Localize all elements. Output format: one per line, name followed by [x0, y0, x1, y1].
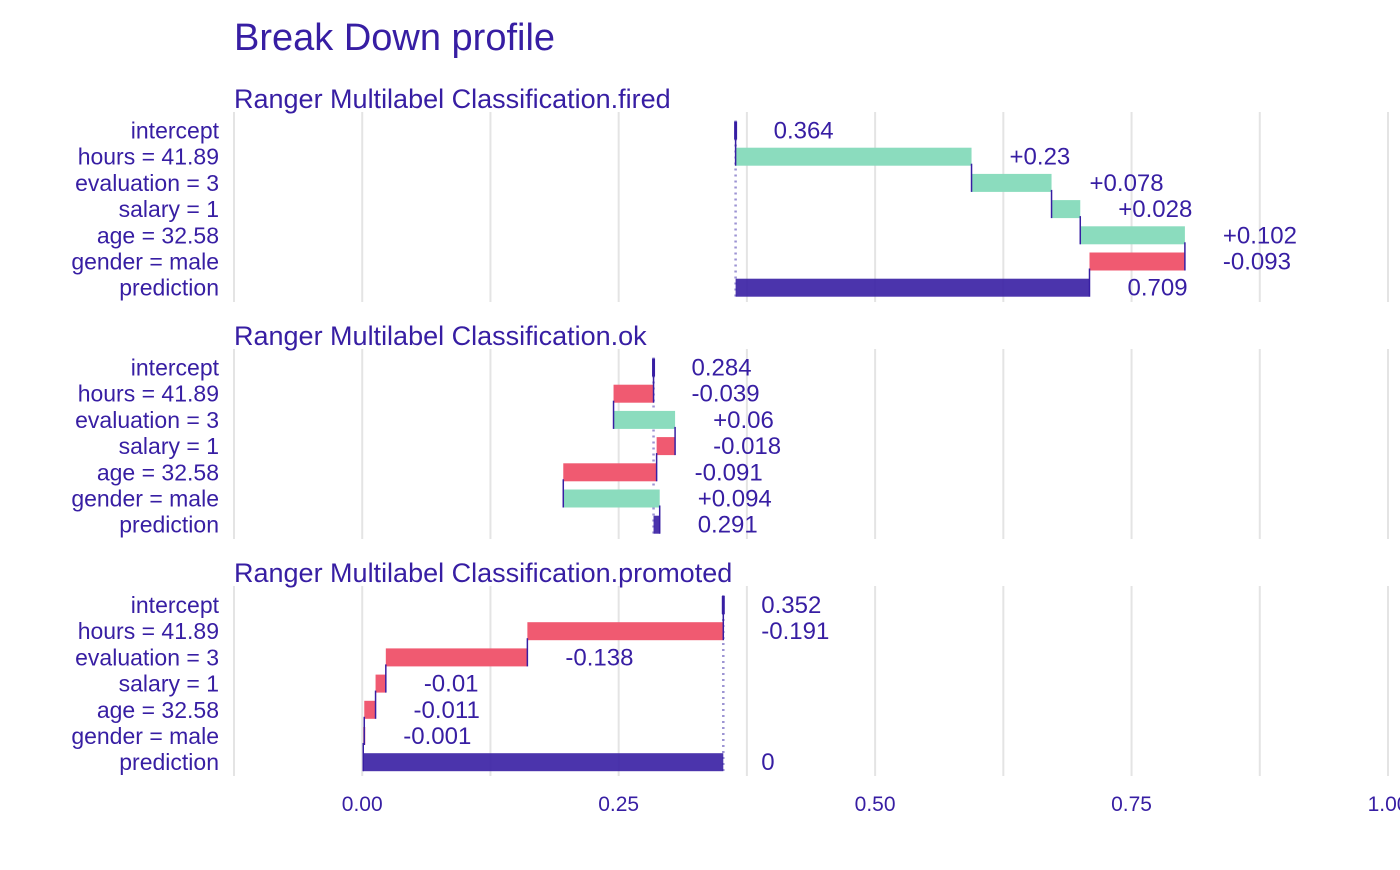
bar-contribution — [563, 463, 657, 482]
bar-intercept — [721, 596, 725, 614]
panel-2: Ranger Multilabel Classification.promote… — [71, 558, 1389, 776]
value-label: +0.078 — [1090, 170, 1164, 197]
bar-contribution — [656, 437, 676, 456]
value-label: -0.138 — [565, 644, 633, 671]
value-label: 0.352 — [761, 592, 821, 619]
panel-title: Ranger Multilabel Classification.promote… — [234, 558, 732, 588]
row-label: age = 32.58 — [97, 222, 219, 248]
bar-contribution — [613, 384, 654, 403]
value-label: -0.091 — [695, 459, 763, 486]
value-label: +0.23 — [1010, 144, 1071, 171]
value-label: -0.039 — [692, 381, 760, 408]
row-label: age = 32.58 — [97, 459, 219, 485]
row-label: prediction — [119, 512, 219, 538]
bar-contribution — [375, 674, 386, 693]
value-label: +0.06 — [713, 407, 774, 434]
row-label: salary = 1 — [119, 196, 219, 222]
bar-contribution — [385, 648, 528, 667]
bar-contribution — [364, 700, 376, 719]
bar-contribution — [971, 173, 1052, 192]
row-label: salary = 1 — [119, 433, 219, 459]
row-label: gender = male — [71, 723, 219, 749]
value-label: +0.102 — [1223, 222, 1297, 249]
chart-title: Break Down profile — [234, 17, 555, 59]
bar-contribution — [1080, 226, 1185, 245]
bar-contribution — [563, 489, 660, 508]
row-label: intercept — [131, 118, 220, 144]
value-label: +0.094 — [698, 486, 772, 513]
x-tick-label: 1.00 — [1368, 793, 1400, 816]
value-label: -0.011 — [414, 697, 480, 724]
x-tick-label: 0.50 — [855, 793, 896, 816]
row-label: intercept — [131, 592, 220, 618]
row-label: evaluation = 3 — [75, 644, 219, 670]
bar-prediction — [653, 515, 660, 534]
panel-0: Ranger Multilabel Classification.fired in… — [71, 84, 1389, 302]
x-tick-label: 0.75 — [1111, 793, 1152, 816]
value-label: -0.018 — [713, 433, 781, 460]
x-tick-label: 0.25 — [598, 793, 639, 816]
bar-contribution — [735, 147, 972, 166]
bar-contribution — [613, 410, 676, 429]
value-label: +0.028 — [1118, 196, 1192, 223]
row-label: gender = male — [71, 486, 219, 512]
row-label: prediction — [119, 749, 219, 775]
row-label: gender = male — [71, 249, 219, 275]
value-label: -0.001 — [403, 723, 471, 750]
panel-title: Ranger Multilabel Classification.ok — [234, 321, 647, 351]
value-label: 0.284 — [692, 355, 752, 382]
value-label: 0.291 — [698, 512, 758, 539]
value-label: 0.364 — [774, 118, 834, 145]
value-label: -0.191 — [761, 618, 829, 645]
row-label: intercept — [131, 355, 220, 381]
row-label: evaluation = 3 — [75, 170, 219, 196]
value-label: 0.709 — [1127, 275, 1187, 302]
panel-1: Ranger Multilabel Classification.ok inter… — [71, 321, 1389, 539]
bar-prediction — [363, 753, 724, 772]
value-label: -0.01 — [424, 671, 479, 698]
x-tick-label: 0.00 — [342, 793, 383, 816]
bar-contribution — [527, 622, 724, 641]
row-label: hours = 41.89 — [78, 144, 219, 170]
row-label: hours = 41.89 — [78, 381, 219, 407]
value-label: -0.093 — [1223, 249, 1291, 276]
bar-intercept — [734, 121, 738, 140]
bar-contribution — [1051, 200, 1081, 219]
bar-contribution — [1089, 252, 1185, 271]
value-label: 0 — [761, 749, 774, 776]
bar-intercept — [652, 358, 656, 377]
row-label: salary = 1 — [119, 671, 219, 697]
row-label: prediction — [119, 275, 219, 301]
row-label: evaluation = 3 — [75, 407, 219, 433]
row-label: age = 32.58 — [97, 697, 219, 723]
row-label: hours = 41.89 — [78, 618, 219, 644]
bar-prediction — [735, 278, 1090, 297]
panel-title: Ranger Multilabel Classification.fired — [234, 84, 671, 114]
